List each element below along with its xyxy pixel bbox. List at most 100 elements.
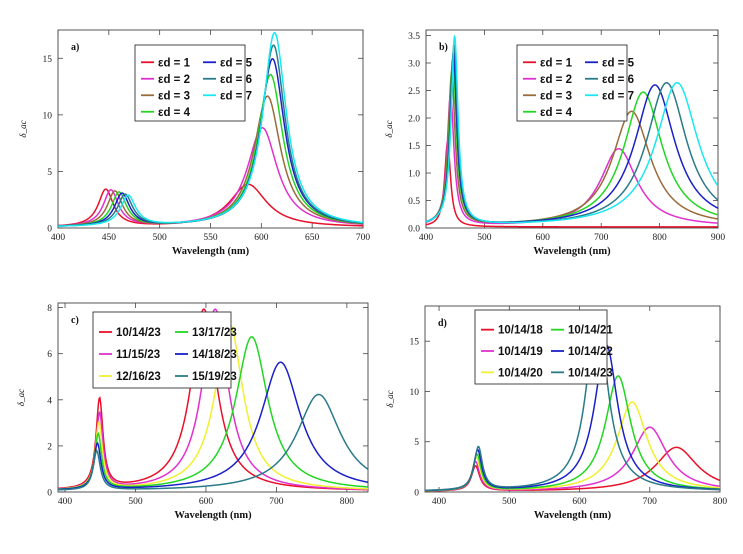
x-axis-label: Wavelength (nm) <box>174 510 252 521</box>
series-line <box>58 336 368 490</box>
y-axis-label: δ_ac <box>18 120 28 137</box>
legend-label: εd = 7 <box>602 90 634 102</box>
x-tick-label: 900 <box>711 233 726 243</box>
series-line <box>426 140 718 228</box>
x-tick-label: 600 <box>254 233 269 243</box>
y-tick-label: 15 <box>410 338 420 348</box>
legend-label: 10/14/19 <box>498 346 543 358</box>
series-line <box>426 92 718 225</box>
x-axis-label: Wavelength (nm) <box>172 246 250 257</box>
legend-label: εd = 6 <box>220 74 252 86</box>
y-tick-label: 2.0 <box>408 115 420 125</box>
y-tick-label: 15 <box>43 55 53 65</box>
y-tick-label: 0 <box>47 489 52 499</box>
legend-label: 13/17/23 <box>192 327 237 339</box>
legend-label: 10/14/23 <box>116 327 161 339</box>
y-tick-label: 0.5 <box>408 197 420 207</box>
plot-frame <box>425 29 719 229</box>
y-axis-label: δ_ac <box>384 120 394 137</box>
legend-label: 12/16/23 <box>116 371 161 383</box>
x-tick-label: 600 <box>572 497 587 507</box>
x-axis-label: Wavelength (nm) <box>534 510 612 521</box>
series-line <box>426 35 718 224</box>
y-tick-label: 3.5 <box>408 32 420 42</box>
panel-label: a) <box>71 42 79 53</box>
x-tick-label: 700 <box>643 497 658 507</box>
legend-label: εd = 7 <box>220 90 252 102</box>
y-axis-label: δ_ac <box>385 390 395 407</box>
legend-label: 10/14/21 <box>568 325 613 337</box>
legend-label: 10/14/22 <box>568 346 613 358</box>
series-line <box>58 31 363 227</box>
plot-frame <box>57 302 369 493</box>
series-line <box>58 126 363 227</box>
legend-box <box>92 311 232 389</box>
x-tick-label: 800 <box>652 233 667 243</box>
legend-label: εd = 5 <box>602 57 635 69</box>
x-tick-label: 400 <box>58 497 73 507</box>
x-tick-label: 450 <box>102 233 117 243</box>
legend-label: εd = 4 <box>158 107 191 119</box>
x-tick-label: 800 <box>340 497 355 507</box>
x-tick-label: 500 <box>128 497 143 507</box>
y-tick-label: 0 <box>47 225 52 235</box>
legend-label: εd = 3 <box>158 90 190 102</box>
y-tick-label: 5 <box>414 438 419 448</box>
y-tick-label: 3.0 <box>408 60 420 70</box>
x-tick-label: 600 <box>536 233 551 243</box>
x-tick-label: 500 <box>502 497 517 507</box>
x-tick-label: 700 <box>356 233 371 243</box>
legend-label: 15/19/23 <box>192 371 237 383</box>
chart-panel-4: 400 500 600 700 800 0 5 10 15 Wavelength (nm) δ_ac… <box>385 305 728 521</box>
legend-label: 14/18/23 <box>192 349 237 361</box>
legend-label: εd = 2 <box>540 74 572 86</box>
legend-label: εd = 5 <box>220 57 253 69</box>
y-tick-label: 6 <box>47 350 52 360</box>
legend-box <box>474 309 608 385</box>
y-axis-label: δ_ac <box>16 389 26 406</box>
x-tick-label: 700 <box>269 497 284 507</box>
legend-box <box>134 44 246 122</box>
series-line <box>425 309 720 492</box>
legend-label: εd = 3 <box>540 90 572 102</box>
legend-label: εd = 6 <box>602 74 634 86</box>
legend-label: 10/14/18 <box>498 325 543 337</box>
y-tick-label: 1.0 <box>408 170 420 180</box>
x-tick-label: 400 <box>432 497 447 507</box>
panel-label: c) <box>71 315 79 326</box>
x-tick-label: 400 <box>51 233 66 243</box>
series-line <box>425 375 720 492</box>
series-line <box>426 70 718 224</box>
panel-label: b) <box>439 42 448 53</box>
chart-panel-2: 400 500 600 700 800 900 0.0 0.5 1.0 1.5 2.0 2.5 3.0 3… <box>384 29 726 257</box>
plot-frame <box>424 305 721 493</box>
y-tick-label: 10 <box>410 388 420 398</box>
series-line <box>425 401 720 492</box>
series-line <box>58 322 368 490</box>
legend-box <box>516 44 628 122</box>
x-tick-label: 400 <box>419 233 434 243</box>
legend-label: εd = 2 <box>158 74 190 86</box>
x-tick-label: 500 <box>153 233 168 243</box>
x-tick-label: 600 <box>199 497 214 507</box>
y-tick-label: 10 <box>43 111 53 121</box>
x-tick-label: 550 <box>203 233 218 243</box>
y-tick-label: 8 <box>47 304 52 314</box>
y-tick-label: 2 <box>47 442 52 452</box>
x-tick-label: 700 <box>594 233 609 243</box>
y-tick-label: 4 <box>47 396 52 406</box>
chart-panel-1: 400 450 500 550 600 650 700 0 5 10 15 Wavelength (n… <box>18 29 371 257</box>
x-axis-label: Wavelength (nm) <box>533 246 611 257</box>
x-tick-label: 500 <box>477 233 492 243</box>
x-tick-label: 800 <box>713 497 728 507</box>
chart-panel-3: 400 500 600 700 800 0 2 4 6 8 Wavelength (nm) δ_ac c… <box>16 302 369 521</box>
legend-label: εd = 1 <box>158 57 191 69</box>
legend-label: 11/15/23 <box>116 349 160 361</box>
series-line <box>58 361 368 491</box>
legend-label: εd = 1 <box>540 57 573 69</box>
panel-label: d) <box>438 318 447 329</box>
series-line <box>58 393 368 491</box>
y-tick-label: 2.5 <box>408 87 420 97</box>
x-tick-label: 650 <box>305 233 320 243</box>
